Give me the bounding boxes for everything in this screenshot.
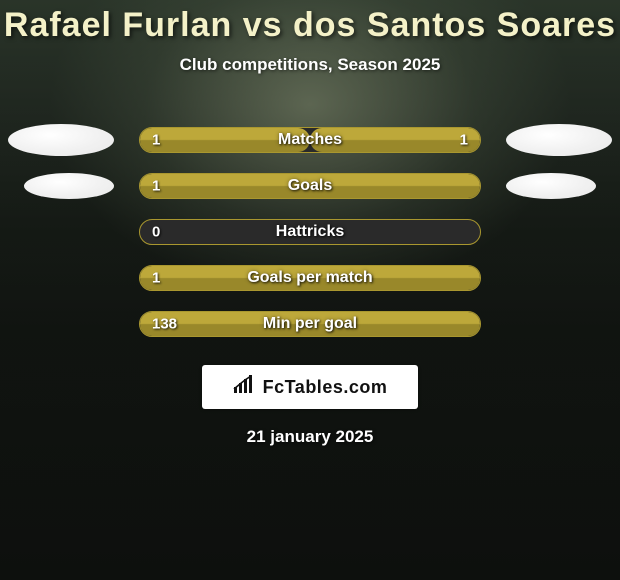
- player-photo-left: [24, 173, 114, 199]
- stat-label: Matches: [278, 131, 342, 149]
- stat-row: Goals 1: [0, 163, 620, 209]
- bar-chart-icon: [233, 375, 257, 400]
- stat-row: Min per goal 138: [0, 301, 620, 347]
- content-container: Rafael Furlan vs dos Santos Soares Club …: [0, 0, 620, 447]
- player-photo-right: [506, 124, 612, 156]
- stat-row: Matches 1 1: [0, 117, 620, 163]
- brand-box[interactable]: FcTables.com: [202, 365, 418, 409]
- stat-label: Min per goal: [263, 315, 357, 333]
- stat-bar-track: Goals per match 1: [139, 265, 481, 291]
- player-photo-right: [506, 173, 596, 199]
- player-photo-left: [8, 124, 114, 156]
- stat-label: Goals: [288, 177, 332, 195]
- stat-label: Hattricks: [276, 223, 344, 241]
- stat-value-left: 1: [152, 132, 160, 149]
- stat-value-left: 1: [152, 270, 160, 287]
- stats-rows: Matches 1 1 Goals 1 Hattricks 0 Goals per match…: [0, 117, 620, 347]
- stat-bar-track: Hattricks 0: [139, 219, 481, 245]
- page-title: Rafael Furlan vs dos Santos Soares: [0, 0, 620, 45]
- date-label: 21 january 2025: [0, 427, 620, 447]
- brand-text: FcTables.com: [263, 377, 388, 398]
- stat-value-left: 1: [152, 178, 160, 195]
- stat-value-left: 138: [152, 316, 177, 333]
- stat-value-right: 1: [460, 132, 468, 149]
- subtitle: Club competitions, Season 2025: [0, 55, 620, 75]
- stat-row: Hattricks 0: [0, 209, 620, 255]
- stat-row: Goals per match 1: [0, 255, 620, 301]
- stat-bar-track: Matches 1 1: [139, 127, 481, 153]
- stat-bar-track: Min per goal 138: [139, 311, 481, 337]
- stat-label: Goals per match: [247, 269, 372, 287]
- stat-bar-track: Goals 1: [139, 173, 481, 199]
- stat-value-left: 0: [152, 224, 160, 241]
